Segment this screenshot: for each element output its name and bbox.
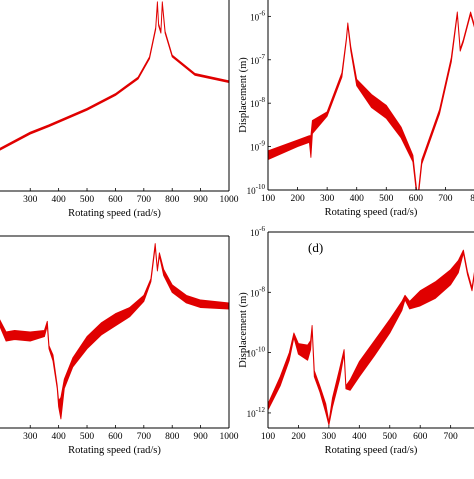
response-band-top-left — [0, 1, 229, 151]
x-tick-label: 700 — [444, 432, 459, 442]
panel-top-right: 100 200 300 400 500 600 700 80 Rotating speed (r… — [238, 0, 474, 218]
x-tick-label: 600 — [413, 432, 428, 442]
x-tick-label: 80 — [470, 194, 474, 204]
x-tick-label: 500 — [379, 194, 394, 204]
x-tick-label: 600 — [108, 195, 123, 205]
x-tick-label: 100 — [261, 432, 276, 442]
x-tick-label: 200 — [291, 432, 306, 442]
x-axis-title: Rotating speed (rad/s) — [68, 208, 161, 219]
x-axis-title: Rotating speed (rad/s) — [68, 445, 161, 456]
x-tick-label: 900 — [193, 195, 208, 205]
y-axis-title: Displacement (m) — [238, 57, 249, 133]
response-band-top-right — [268, 11, 474, 190]
x-tick-label: 500 — [80, 195, 95, 205]
x-tick-label: 700 — [438, 194, 453, 204]
y-axis-title: Displacement (m) — [238, 292, 249, 368]
x-tick-label: 300 — [320, 194, 335, 204]
panel-label: (d) — [308, 240, 323, 255]
panel-top-left: 300 400 500 600 700 800 900 1000 Rotating speed … — [0, 0, 239, 219]
x-tick-label: 600 — [409, 194, 424, 204]
x-tick-label: 400 — [52, 432, 67, 442]
panel-bottom-right: 100 200 300 400 500 600 700 Rotating speed (rad… — [238, 225, 474, 456]
x-axis-title: Rotating speed (rad/s) — [325, 445, 418, 456]
x-tick-label: 500 — [80, 432, 95, 442]
x-tick-label: 400 — [352, 432, 367, 442]
x-tick-label: 400 — [350, 194, 365, 204]
x-tick-label: 700 — [137, 432, 152, 442]
x-tick-label: 200 — [290, 194, 305, 204]
y-tick-label: 10-12 — [247, 406, 266, 419]
x-tick-label: 700 — [137, 195, 152, 205]
x-tick-label: 1000 — [220, 195, 239, 205]
x-tick-label: 800 — [165, 432, 180, 442]
x-tick-label: 600 — [108, 432, 123, 442]
response-band-bottom-left — [0, 243, 229, 420]
y-tick-label: 10-7 — [250, 53, 265, 66]
x-tick-label: 100 — [261, 194, 276, 204]
response-band-bottom-right — [268, 249, 474, 426]
y-tick-label: 10-6 — [250, 9, 265, 22]
x-tick-label: 300 — [322, 432, 337, 442]
y-tick-label: 10-6 — [250, 225, 265, 238]
y-tick-label: 10-8 — [250, 96, 265, 109]
x-axis-title: Rotating speed (rad/s) — [325, 207, 418, 218]
x-tick-label: 400 — [52, 195, 67, 205]
x-tick-label: 300 — [23, 432, 38, 442]
x-tick-label: 500 — [383, 432, 398, 442]
x-tick-label: 1000 — [220, 432, 239, 442]
y-tick-label: 10-8 — [250, 285, 265, 298]
y-tick-label: 10-10 — [247, 183, 266, 196]
x-tick-label: 800 — [165, 195, 180, 205]
x-tick-label: 300 — [23, 195, 38, 205]
y-tick-label: 10-10 — [247, 346, 266, 359]
panel-bottom-left: 300 400 500 600 700 800 900 1000 Rotating speed … — [0, 235, 239, 456]
y-tick-label: 10-9 — [250, 140, 265, 153]
x-tick-label: 900 — [193, 432, 208, 442]
